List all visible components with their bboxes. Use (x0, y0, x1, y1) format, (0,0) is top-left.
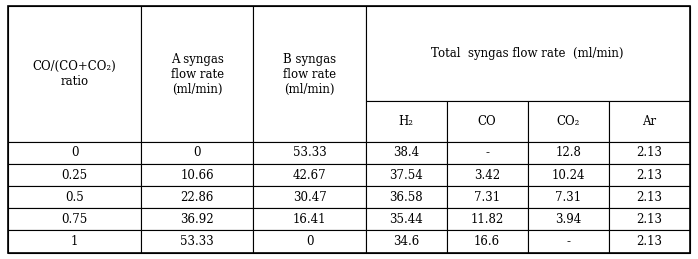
Text: 3.42: 3.42 (474, 169, 500, 182)
Bar (609, 231, 690, 253)
Text: CO/(CO+CO₂)
ratio: CO/(CO+CO₂) ratio (33, 60, 117, 88)
Bar (447, 186, 528, 208)
Text: 0.75: 0.75 (61, 213, 88, 226)
Text: 42.67: 42.67 (292, 169, 327, 182)
Bar (8, 186, 141, 208)
Text: 36.92: 36.92 (180, 213, 214, 226)
Bar (528, 208, 609, 231)
Text: 2.13: 2.13 (636, 146, 662, 159)
Bar (141, 186, 253, 208)
Text: 38.4: 38.4 (393, 146, 419, 159)
Bar (253, 142, 366, 164)
Text: 0.5: 0.5 (66, 191, 84, 204)
Bar (141, 231, 253, 253)
Text: 36.58: 36.58 (389, 191, 423, 204)
Bar (8, 142, 141, 164)
Bar (366, 186, 447, 208)
Bar (609, 164, 690, 186)
Text: 11.82: 11.82 (470, 213, 504, 226)
Text: 10.24: 10.24 (551, 169, 585, 182)
Bar (447, 142, 528, 164)
Text: 53.33: 53.33 (180, 235, 214, 248)
Text: 16.6: 16.6 (474, 235, 500, 248)
Bar (447, 231, 528, 253)
Text: -: - (485, 146, 489, 159)
Bar (8, 164, 141, 186)
Text: Ar: Ar (642, 115, 656, 128)
Bar (528, 142, 609, 164)
Bar (141, 164, 253, 186)
Text: 22.86: 22.86 (181, 191, 214, 204)
Text: 0: 0 (71, 146, 78, 159)
Text: 2.13: 2.13 (636, 213, 662, 226)
Text: CO: CO (478, 115, 496, 128)
Text: 34.6: 34.6 (393, 235, 419, 248)
Text: -: - (566, 235, 570, 248)
Text: 10.66: 10.66 (180, 169, 214, 182)
Bar (528, 101, 609, 142)
Bar (141, 208, 253, 231)
Bar (528, 186, 609, 208)
Bar (609, 208, 690, 231)
Bar (609, 186, 690, 208)
Text: 16.41: 16.41 (292, 213, 326, 226)
Bar (253, 231, 366, 253)
Text: 30.47: 30.47 (292, 191, 327, 204)
Bar (366, 6, 690, 101)
Bar (447, 208, 528, 231)
Bar (8, 208, 141, 231)
Bar (366, 101, 447, 142)
Text: 2.13: 2.13 (636, 169, 662, 182)
Text: 0: 0 (306, 235, 313, 248)
Bar (253, 6, 366, 142)
Bar (253, 186, 366, 208)
Text: H₂: H₂ (399, 115, 414, 128)
Bar (141, 6, 253, 142)
Text: 53.33: 53.33 (292, 146, 327, 159)
Bar (528, 231, 609, 253)
Text: 0: 0 (193, 146, 201, 159)
Bar (609, 142, 690, 164)
Text: 3.94: 3.94 (555, 213, 581, 226)
Bar (447, 101, 528, 142)
Bar (366, 208, 447, 231)
Text: A syngas
flow rate
(ml/min): A syngas flow rate (ml/min) (171, 53, 224, 96)
Text: 2.13: 2.13 (636, 191, 662, 204)
Bar (366, 142, 447, 164)
Text: 7.31: 7.31 (555, 191, 581, 204)
Bar (528, 164, 609, 186)
Bar (366, 231, 447, 253)
Text: 0.25: 0.25 (61, 169, 88, 182)
Bar (253, 208, 366, 231)
Text: 7.31: 7.31 (474, 191, 500, 204)
Bar (8, 231, 141, 253)
Text: CO₂: CO₂ (556, 115, 580, 128)
Bar (8, 6, 141, 142)
Text: B syngas
flow rate
(ml/min): B syngas flow rate (ml/min) (283, 53, 336, 96)
Text: 35.44: 35.44 (389, 213, 423, 226)
Bar (253, 164, 366, 186)
Bar (447, 164, 528, 186)
Bar (366, 164, 447, 186)
Bar (141, 142, 253, 164)
Bar (609, 101, 690, 142)
Text: 12.8: 12.8 (555, 146, 581, 159)
Text: 2.13: 2.13 (636, 235, 662, 248)
Text: 1: 1 (71, 235, 78, 248)
Text: 37.54: 37.54 (389, 169, 423, 182)
Text: Total  syngas flow rate  (ml/min): Total syngas flow rate (ml/min) (431, 47, 624, 60)
